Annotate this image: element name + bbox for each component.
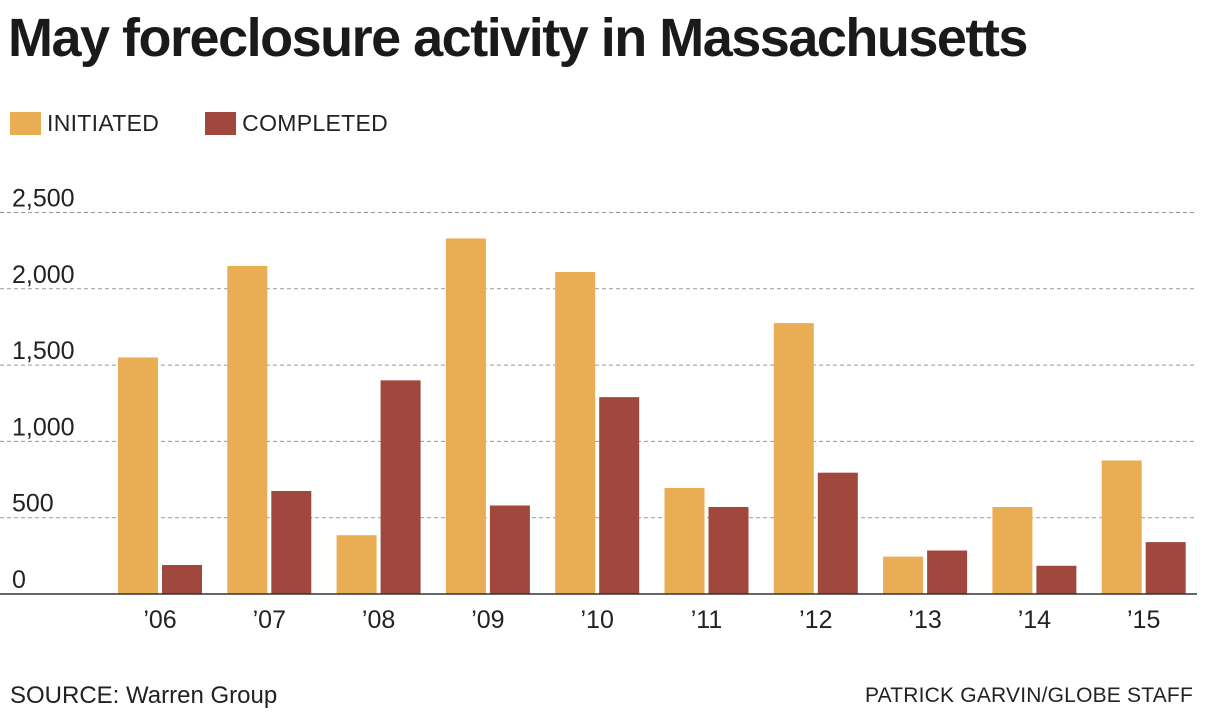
bar-completed xyxy=(1036,565,1077,594)
y-tick-label: 2,000 xyxy=(12,261,75,289)
bar-initiated xyxy=(664,487,705,594)
x-tick-label: ’12 xyxy=(799,606,832,634)
legend-swatch-initiated xyxy=(10,111,41,135)
bar-initiated xyxy=(992,507,1033,594)
x-tick-label: ’10 xyxy=(581,606,614,634)
x-tick-label: ’13 xyxy=(908,606,941,634)
bar-completed xyxy=(708,507,749,594)
legend-label-completed: COMPLETED xyxy=(242,109,389,136)
credit-note: PATRICK GARVIN/GLOBE STAFF xyxy=(864,684,1193,707)
bar-initiated xyxy=(883,556,924,594)
y-tick-label: 1,500 xyxy=(12,337,75,365)
source-note: SOURCE: Warren Group xyxy=(10,682,278,709)
chart-legend: INITIATED COMPLETED xyxy=(10,108,434,138)
bar-chart: 0 500 1,000 1,500 2,000 2,500 ’06 ’07 ’08 ’09 ’10 ’… xyxy=(0,185,1197,634)
legend-item-initiated: INITIATED xyxy=(10,110,159,137)
bar-initiated xyxy=(118,357,158,594)
y-tick-label: 2,500 xyxy=(12,185,75,213)
y-tick-label: 0 xyxy=(12,566,26,594)
bar-completed xyxy=(1145,542,1186,594)
x-tick-label: ’06 xyxy=(143,606,176,634)
y-tick-label: 1,000 xyxy=(12,413,75,441)
bar-initiated xyxy=(555,272,596,594)
x-tick-label: ’09 xyxy=(471,606,504,634)
bar-initiated xyxy=(227,265,268,594)
bar-initiated xyxy=(336,535,377,594)
chart-title: May foreclosure activity in Massachusett… xyxy=(8,8,1028,68)
bar-completed xyxy=(489,505,530,594)
y-tick-label: 500 xyxy=(12,490,54,518)
bar-initiated xyxy=(445,238,486,594)
legend-item-completed: COMPLETED xyxy=(205,110,388,137)
bar-completed xyxy=(817,472,858,594)
legend-swatch-completed xyxy=(205,111,237,135)
bar-initiated xyxy=(1101,460,1142,594)
bar-completed xyxy=(271,490,312,594)
bar-completed xyxy=(162,565,202,594)
bar-completed xyxy=(599,397,640,594)
x-tick-label: ’11 xyxy=(691,606,723,634)
legend-label-initiated: INITIATED xyxy=(47,109,160,136)
x-tick-label: ’14 xyxy=(1018,606,1051,634)
x-tick-label: ’07 xyxy=(253,606,286,634)
bar-completed xyxy=(927,550,968,594)
x-tick-label: ’15 xyxy=(1127,606,1160,634)
bar-completed xyxy=(380,380,421,594)
bar-initiated xyxy=(773,323,814,594)
x-tick-label: ’08 xyxy=(362,606,395,634)
